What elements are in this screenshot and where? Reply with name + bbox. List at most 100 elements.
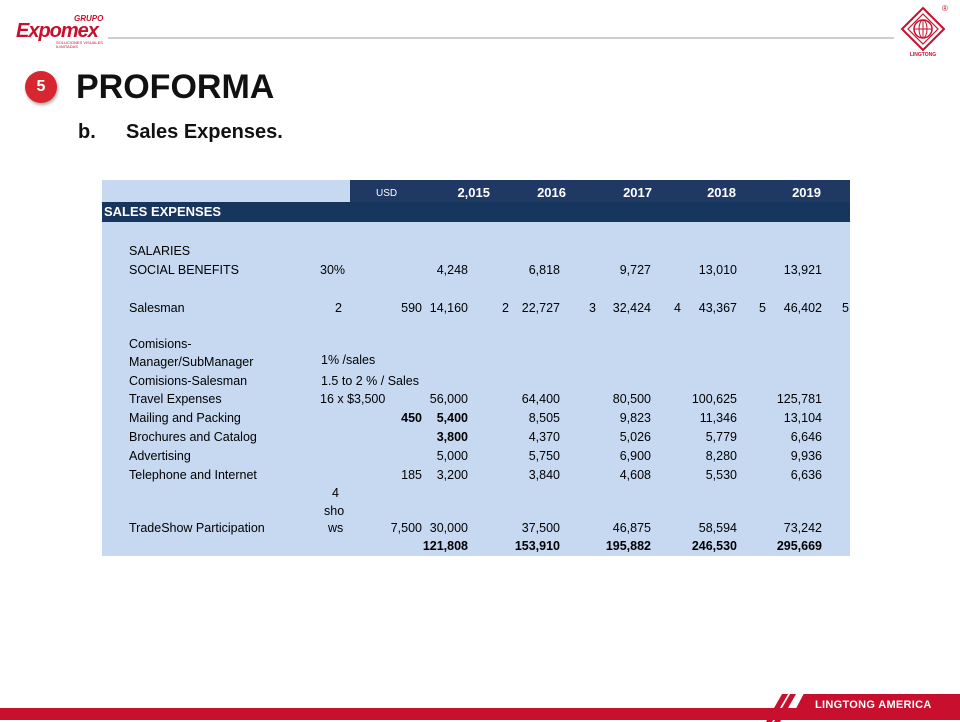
table-row: Telephone and Internet 185 3,200 3,840 4… (102, 468, 850, 486)
row-label: Salesman (129, 301, 185, 315)
year-header-5: 2019 (792, 185, 821, 200)
table-header-row: USD 2,015 2016 2017 2018 2019 (350, 180, 850, 202)
table-row: SALARIES (102, 244, 850, 262)
cell-2015: 5,000 (436, 449, 468, 463)
footer-label: LINGTONG AMERICA (815, 699, 932, 711)
cell-2017: 80,500 (612, 392, 651, 406)
count-2018: 4 (674, 301, 681, 315)
row-label: Comisions- (129, 337, 192, 351)
table-row: Brochures and Catalog 3,800 4,370 5,026 … (102, 430, 850, 448)
row-param-line1: 4 (332, 486, 339, 500)
cell-2018: 5,530 (705, 468, 737, 482)
cell-2017: 9,823 (619, 411, 651, 425)
cell-2017: 4,608 (619, 468, 651, 482)
year-header-1: 2,015 (457, 185, 490, 200)
cell-2019: 125,781 (776, 392, 822, 406)
count-2016: 2 (502, 301, 509, 315)
cell-2016: 3,840 (528, 468, 560, 482)
table-row: 4 (102, 486, 850, 504)
row-label: SALARIES (129, 244, 191, 258)
row-unit: 7,500 (390, 521, 422, 535)
cell-2015: 3,800 (436, 430, 468, 444)
table-row: SOCIAL BENEFITS 30% 4,248 6,818 9,727 13… (102, 263, 850, 281)
section-header: SALES EXPENSES (102, 202, 850, 222)
row-label: Advertising (129, 449, 191, 463)
cell-2015: 3,200 (436, 468, 468, 482)
cell-2015: 56,000 (429, 392, 468, 406)
row-param: 1.5 to 2 % / Sales (321, 374, 419, 388)
row-param: 16 x $3,500 (320, 392, 386, 406)
row-label: SOCIAL BENEFITS (129, 263, 239, 277)
table-row: Advertising 5,000 5,750 6,900 8,280 9,93… (102, 449, 850, 467)
cell-2019: 13,921 (783, 263, 822, 277)
cell-2018: 58,594 (698, 521, 737, 535)
cell-2018: 100,625 (691, 392, 737, 406)
table-row: Comisions-Salesman 1.5 to 2 % / Sales (102, 374, 850, 392)
count-extra: 5 (842, 301, 849, 315)
expomex-logo: GRUPO Expomex SOLUCIONES VISUALES ILIMIT… (16, 14, 111, 49)
cell-2019: 6,636 (790, 468, 822, 482)
cell-2016: 64,400 (521, 392, 560, 406)
cell-2017: 6,900 (619, 449, 651, 463)
year-header-2: 2016 (537, 185, 566, 200)
cell-2015: 30,000 (429, 521, 468, 535)
row-unit: 590 (401, 301, 422, 315)
footer-bar (0, 708, 960, 720)
cell-2016: 22,727 (521, 301, 560, 315)
year-header-4: 2018 (707, 185, 736, 200)
subtitle-marker: b. (78, 121, 96, 143)
row-label: Brochures and Catalog (129, 430, 257, 444)
header-divider (108, 37, 894, 39)
currency-label: USD (376, 188, 398, 199)
logo-grupo-text: GRUPO (74, 14, 104, 23)
total-2019: 295,669 (776, 539, 822, 553)
table-row: sho (102, 504, 850, 522)
page-title: PROFORMA (76, 68, 275, 106)
total-2016: 153,910 (514, 539, 560, 553)
cell-2019: 6,646 (790, 430, 822, 444)
cell-2016: 8,505 (528, 411, 560, 425)
table-row: Manager/SubManager 1% /sales (102, 353, 850, 373)
cell-2016: 4,370 (528, 430, 560, 444)
row-unit: 185 (401, 468, 422, 482)
lingtong-logo-icon (900, 6, 946, 52)
slide-number-badge: 5 (25, 71, 57, 103)
total-row: 121,808 153,910 195,882 246,530 295,669 (102, 539, 850, 557)
cell-2019: 46,402 (783, 301, 822, 315)
row-param: 1% /sales (321, 353, 376, 367)
cell-2019: 9,936 (790, 449, 822, 463)
cell-2019: 73,242 (783, 521, 822, 535)
cell-2018: 43,367 (698, 301, 737, 315)
table-row: Comisions- (102, 337, 850, 355)
sales-expenses-table: USD 2,015 2016 2017 2018 2019 SALES EXPE… (102, 180, 850, 556)
row-label: Telephone and Internet (129, 468, 257, 482)
cell-2019: 13,104 (783, 411, 822, 425)
footer-tab (790, 694, 960, 720)
row-param-line2: sho (324, 504, 345, 518)
page-subtitle: b. Sales Expenses. (78, 121, 283, 144)
cell-2018: 11,346 (699, 411, 737, 425)
lingtong-logo-text: LINGTONG (909, 52, 937, 58)
row-label: Mailing and Packing (129, 411, 241, 425)
row-label: Manager/SubManager (129, 355, 254, 369)
table-row: Mailing and Packing 450 5,400 8,505 9,82… (102, 411, 850, 429)
cell-2016: 6,818 (528, 263, 560, 277)
row-param: 30% (320, 263, 346, 277)
cell-2017: 5,026 (619, 430, 651, 444)
cell-2016: 5,750 (528, 449, 560, 463)
count-2019: 5 (759, 301, 766, 315)
cell-2015: 4,248 (436, 263, 468, 277)
cell-2018: 13,010 (698, 263, 737, 277)
row-param-line3: ws (328, 521, 344, 535)
row-param: 2 (335, 301, 342, 315)
row-label: Travel Expenses (129, 392, 222, 406)
logo-tagline: SOLUCIONES VISUALES ILIMITADAS (56, 40, 103, 49)
row-label: TradeShow Participation (129, 521, 265, 535)
total-2015: 121,808 (422, 539, 468, 553)
count-2017: 3 (589, 301, 596, 315)
registered-mark: ® (942, 4, 948, 13)
cell-2018: 8,280 (705, 449, 737, 463)
total-2018: 246,530 (691, 539, 737, 553)
cell-2017: 46,875 (612, 521, 651, 535)
cell-2018: 5,779 (705, 430, 737, 444)
